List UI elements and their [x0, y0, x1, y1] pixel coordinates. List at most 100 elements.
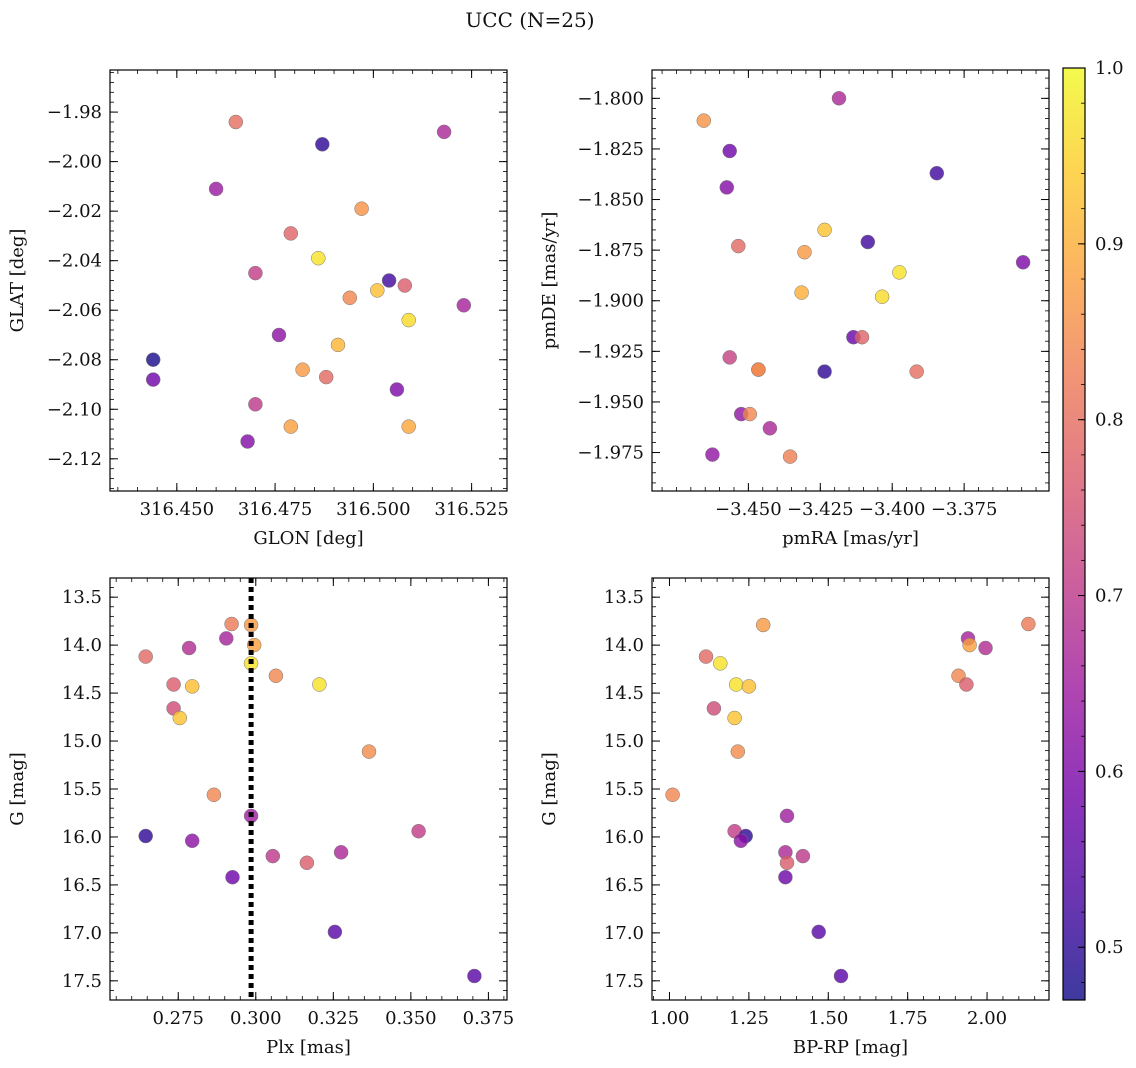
y-tick-label: 15.0: [62, 731, 102, 752]
data-point: [742, 406, 758, 422]
y-tick-label: 16.0: [62, 827, 102, 848]
data-point: [397, 278, 413, 293]
data-point: [978, 640, 993, 656]
data-point: [874, 289, 890, 304]
data-point: [705, 447, 720, 462]
y-tick-label: 15.5: [62, 779, 102, 800]
data-point: [361, 744, 377, 759]
y-axis-label: G [mag]: [7, 752, 28, 825]
data-point: [730, 744, 746, 759]
y-tick-label: 14.0: [62, 635, 102, 656]
data-point: [224, 616, 239, 632]
figure-title: UCC (N=25): [465, 8, 594, 32]
data-point: [831, 91, 847, 106]
data-point: [1015, 255, 1031, 270]
panel-2: −3.450 −3.425 −3.400 −3.375 −1.800 −1.825 −1.8…: [539, 69, 1050, 549]
y-tick-label: −1.98: [47, 102, 102, 123]
data-point: [713, 656, 728, 671]
y-axis-label: pmDE [mas/yr]: [539, 212, 560, 350]
data-point: [741, 679, 757, 694]
y-tick-label: −1.875: [577, 240, 644, 261]
data-point: [283, 226, 299, 241]
y-tick-label: −1.850: [577, 190, 644, 211]
y-tick-label: 17.0: [604, 923, 644, 944]
data-point: [436, 124, 452, 140]
data-point: [892, 265, 907, 280]
x-tick-label: −3.425: [787, 499, 854, 520]
data-point: [755, 617, 771, 633]
data-point: [330, 337, 346, 353]
colorbar-tick-label: 1.0: [1095, 58, 1124, 79]
x-axis-label: Plx [mas]: [266, 1037, 351, 1058]
x-tick-label: 1.00: [649, 1008, 689, 1029]
points: [138, 616, 482, 984]
data-point: [909, 364, 924, 379]
data-point: [706, 701, 722, 716]
data-point: [271, 327, 287, 343]
data-point: [299, 855, 315, 871]
data-point: [381, 273, 397, 288]
data-point: [929, 165, 945, 181]
y-tick-label: 13.5: [62, 587, 102, 608]
y-tick-label: −2.10: [47, 399, 102, 420]
x-tick-label: −3.375: [931, 499, 998, 520]
x-tick-label: 0.375: [463, 1008, 515, 1029]
y-tick-label: −1.975: [577, 443, 644, 464]
data-point: [722, 143, 737, 159]
data-point: [719, 180, 735, 195]
data-point: [401, 419, 416, 434]
data-point: [722, 350, 737, 365]
data-point: [318, 369, 334, 385]
data-point: [778, 869, 793, 885]
y-tick-label: 14.5: [62, 683, 102, 704]
data-point: [794, 285, 809, 300]
y-tick-label: −1.825: [577, 139, 644, 160]
axes-frame: [651, 577, 1050, 1001]
x-tick-label: 0.350: [385, 1008, 437, 1029]
data-point: [779, 855, 795, 871]
data-point: [797, 244, 812, 260]
y-axis-label: GLAT [deg]: [7, 229, 28, 333]
data-point: [962, 637, 977, 653]
data-point: [959, 677, 974, 692]
data-point: [283, 419, 299, 434]
x-tick-label: 0.300: [230, 1008, 282, 1029]
data-point: [265, 848, 281, 864]
x-tick-label: 1.50: [808, 1008, 848, 1029]
data-point: [166, 677, 181, 692]
data-point: [817, 222, 832, 238]
data-point: [342, 290, 358, 306]
data-point: [860, 234, 876, 250]
y-tick-label: −2.04: [47, 251, 102, 272]
y-tick-label: 13.5: [604, 587, 644, 608]
panel-4: 1.00 1.25 1.50 1.75 2.00 13.5 14.0 14.5 15.0 15.5…: [539, 577, 1050, 1058]
y-tick-label: 16.5: [62, 875, 102, 896]
y-tick-label: 17.5: [62, 971, 102, 992]
data-point: [782, 449, 798, 464]
data-point: [312, 677, 327, 692]
data-point: [138, 828, 153, 844]
data-point: [854, 329, 870, 345]
y-axis-label: G [mag]: [539, 752, 560, 825]
x-tick-label: 1.25: [729, 1008, 769, 1029]
y-tick-label: 17.0: [62, 923, 102, 944]
y-tick-label: 14.0: [604, 635, 644, 656]
colorbar-tick-label: 0.5: [1095, 937, 1124, 958]
data-point: [311, 250, 326, 266]
panel-1: 316.450 316.475 316.500 316.525 −1.98 −2.00 −2…: [7, 69, 509, 549]
y-tick-label: −1.950: [577, 392, 644, 413]
y-tick-label: −2.08: [47, 350, 102, 371]
points: [665, 616, 1036, 984]
y-tick-label: 15.0: [604, 731, 644, 752]
data-point: [184, 833, 200, 849]
x-axis-label: BP-RP [mag]: [793, 1037, 908, 1058]
points: [696, 91, 1031, 464]
data-point: [762, 421, 778, 436]
data-point: [206, 787, 222, 803]
data-point: [268, 668, 284, 684]
x-tick-label: 316.500: [336, 499, 410, 520]
data-point: [138, 649, 153, 664]
x-tick-label: 0.325: [308, 1008, 360, 1029]
data-point: [728, 677, 744, 692]
data-point: [401, 312, 416, 328]
